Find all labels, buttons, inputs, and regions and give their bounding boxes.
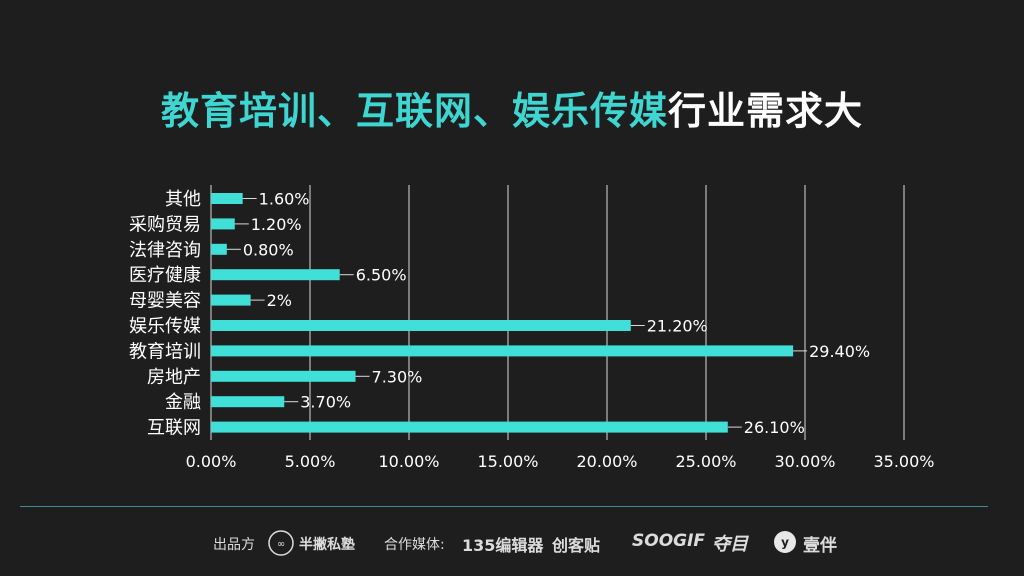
footer-divider (20, 506, 988, 507)
footer: 出品方 ∞ 半撇私塾 合作媒体: 135编辑器 创客贴 SOOGIF 夺目 y … (0, 522, 1024, 562)
bar (211, 396, 285, 408)
bar (211, 243, 227, 255)
x-tick-label: 10.00% (378, 452, 439, 471)
svg-text:y: y (781, 536, 789, 550)
producer-name: 半撇私塾 (299, 537, 355, 553)
x-tick-label: 20.00% (576, 452, 637, 471)
data-label: 6.50% (356, 266, 407, 285)
bar (211, 320, 631, 331)
bar (211, 294, 251, 306)
media-135editor-logo: 135编辑器 (462, 536, 544, 555)
data-label: 2% (267, 291, 292, 310)
bar (211, 345, 794, 357)
yiban-logo-icon: y (774, 531, 796, 553)
category-label: 金融 (165, 392, 201, 413)
data-label: 1.60% (259, 190, 310, 209)
x-tick-label: 35.00% (873, 452, 934, 471)
data-label: 26.10% (744, 418, 805, 437)
title-rest: 行业需求大 (668, 89, 864, 133)
bar (211, 269, 340, 281)
data-label: 0.80% (243, 240, 294, 259)
media-yiban-logo: 壹伴 (803, 536, 837, 556)
page-title: 教育培训、互联网、娱乐传媒行业需求大 (0, 80, 1024, 135)
media-label: 合作媒体: (384, 537, 445, 553)
category-label: 互联网 (147, 418, 201, 439)
category-label: 法律咨询 (129, 240, 201, 261)
media-duomu-logo: 夺目 (712, 534, 748, 555)
data-label: 29.40% (809, 342, 870, 361)
title-highlight: 教育培训、互联网、娱乐传媒 (160, 89, 668, 133)
x-tick-label: 0.00% (186, 452, 237, 471)
category-label: 母婴美容 (129, 291, 201, 312)
category-label: 采购贸易 (129, 214, 201, 235)
category-label: 其他 (165, 189, 201, 210)
producer-label: 出品方 (213, 537, 255, 553)
x-tick-label: 30.00% (774, 452, 835, 471)
bar (211, 421, 728, 433)
x-tick-label: 5.00% (285, 452, 336, 471)
bar (211, 218, 235, 230)
x-tick-label: 25.00% (675, 452, 736, 471)
category-label: 娱乐传媒 (129, 316, 201, 337)
category-label: 教育培训 (129, 341, 201, 362)
data-label: 7.30% (372, 367, 423, 386)
category-label: 房地产 (147, 367, 201, 388)
banpie-logo-icon: ∞ (268, 530, 294, 556)
x-tick-label: 15.00% (477, 452, 538, 471)
bar-chart: 0.00% 5.00% 10.00% 15.00% 20.00% 25.00% 30.00%… (129, 185, 935, 471)
data-label: 21.20% (647, 317, 708, 336)
media-chuangketie-logo: 创客贴 (552, 536, 601, 555)
bar (211, 370, 356, 382)
data-label: 1.20% (251, 215, 302, 234)
media-soogif-logo: SOOGIF (632, 531, 706, 551)
svg-text:∞: ∞ (277, 539, 285, 550)
category-label: 医疗健康 (129, 265, 201, 286)
bar (211, 193, 243, 204)
data-label: 3.70% (300, 393, 351, 412)
